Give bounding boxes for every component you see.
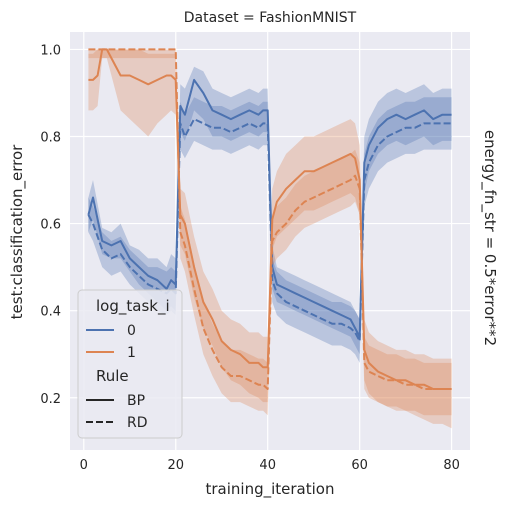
facet-side-label: energy_fn_str = 0.5*error**2: [480, 130, 499, 346]
y-tick-label: 1.0: [40, 43, 61, 58]
legend-hue-title: log_task_i: [96, 297, 170, 316]
y-tick-label: 0.8: [40, 131, 61, 146]
legend-label-task-0: 0: [127, 323, 136, 339]
x-axis-label: training_iteration: [206, 480, 335, 499]
y-axis-label: test:classification_error: [8, 144, 27, 320]
legend-label-rd: RD: [127, 415, 148, 431]
legend-label-bp: BP: [127, 393, 145, 409]
legend-label-task-1: 1: [127, 345, 136, 361]
y-tick-label: 0.4: [40, 305, 61, 320]
chart-title: Dataset = FashionMNIST: [184, 10, 357, 26]
x-tick-label: 0: [80, 458, 88, 473]
legend: log_task_i 0 1 Rule BP RD: [78, 290, 182, 438]
legend-style-title: Rule: [96, 367, 129, 385]
x-tick-label: 20: [167, 458, 184, 473]
x-tick-label: 60: [351, 458, 368, 473]
x-tick-label: 80: [443, 458, 460, 473]
y-tick-label: 0.2: [40, 392, 61, 407]
y-tick-label: 0.6: [40, 218, 61, 233]
x-tick-label: 40: [259, 458, 276, 473]
